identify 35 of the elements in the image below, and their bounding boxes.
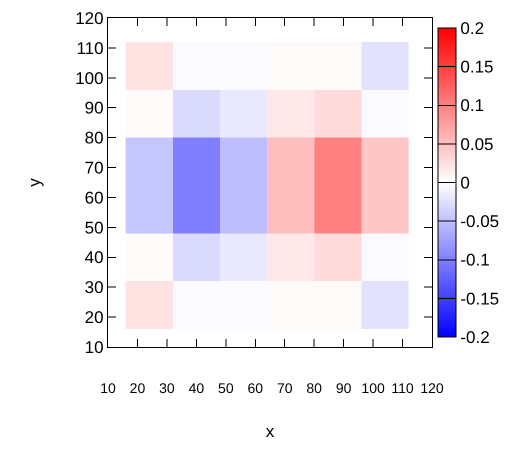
color-bar-label: -0.05 [460, 212, 500, 232]
color-bar-label: 0.1 [460, 96, 484, 116]
color-bar-label: -0.1 [460, 250, 490, 270]
y-tick-label: 50 [84, 218, 104, 238]
y-tick-label: 80 [84, 128, 104, 148]
x-axis-title: x [266, 422, 275, 442]
x-tick-label: 20 [130, 380, 146, 396]
x-tick-label: 100 [361, 380, 385, 396]
x-tick-label: 70 [276, 380, 293, 396]
y-tick-label: 10 [84, 338, 104, 357]
color-bar-label: 0.05 [460, 134, 494, 154]
x-tick-label: 30 [159, 380, 175, 396]
y-axis-title: y [24, 178, 44, 187]
color-bar-label: 0 [460, 173, 470, 192]
x-tick-label: 40 [188, 380, 204, 396]
color-bar-label: -0.15 [460, 289, 500, 308]
y-tick-label: 120 [75, 8, 104, 28]
x-tick-label: 110 [391, 380, 414, 396]
y-tick-label: 100 [75, 68, 104, 88]
x-tick-label: 60 [247, 380, 264, 396]
y-tick-label: 70 [84, 158, 104, 178]
color-bar-label: 0.2 [460, 18, 484, 38]
y-tick-label: 30 [84, 278, 104, 298]
color-bar-label: -0.2 [460, 328, 490, 347]
x-tick-label: 80 [306, 380, 322, 396]
x-tick-label: 10 [100, 380, 116, 396]
y-tick-label: 110 [76, 38, 104, 58]
y-tick-label: 90 [84, 98, 104, 118]
x-tick-label: 90 [336, 380, 352, 396]
x-tick-label: 50 [218, 380, 234, 396]
y-tick-label: 60 [84, 188, 104, 208]
y-tick-label: 20 [84, 308, 104, 328]
x-tick-label: 120 [420, 380, 444, 396]
y-tick-label: 40 [84, 248, 104, 268]
color-bar-label: 0.15 [460, 58, 494, 77]
